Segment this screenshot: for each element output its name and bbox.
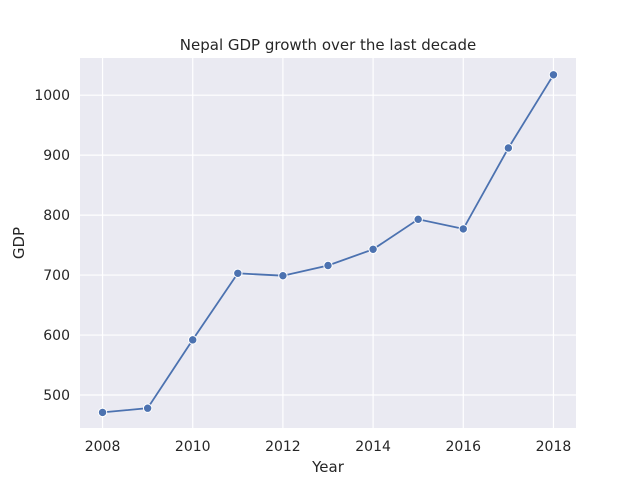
data-point — [233, 268, 243, 278]
tick-labels: 2008 2010 2012 2014 2016 2018 500 600 700 800 900 1… — [34, 88, 571, 455]
x-tick-label: 2016 — [445, 439, 481, 455]
data-point — [97, 407, 108, 418]
x-tick-label: 2018 — [536, 439, 572, 455]
y-tick-label: 1000 — [34, 88, 70, 104]
x-tick-label: 2010 — [175, 439, 211, 455]
chart-title: Nepal GDP growth over the last decade — [180, 36, 476, 54]
y-axis-label: GDP — [10, 227, 28, 259]
data-point — [458, 224, 468, 234]
data-point — [503, 143, 514, 153]
y-tick-label: 900 — [43, 148, 70, 164]
x-tick-label: 2014 — [355, 439, 391, 455]
data-point — [278, 270, 288, 281]
series — [97, 70, 559, 418]
y-tick-label: 800 — [43, 208, 70, 224]
data-point — [188, 335, 198, 345]
y-tick-label: 600 — [43, 328, 70, 344]
x-axis-label: Year — [311, 458, 345, 476]
y-tick-label: 500 — [43, 388, 70, 404]
data-point — [323, 260, 333, 271]
grid — [80, 58, 576, 428]
data-point — [368, 244, 378, 254]
x-tick-label: 2012 — [265, 439, 301, 455]
data-point — [413, 214, 423, 225]
data-point — [548, 70, 559, 80]
data-point — [142, 403, 153, 413]
x-tick-label: 2008 — [85, 439, 121, 455]
plot-area — [80, 58, 576, 428]
y-tick-label: 700 — [43, 268, 70, 284]
